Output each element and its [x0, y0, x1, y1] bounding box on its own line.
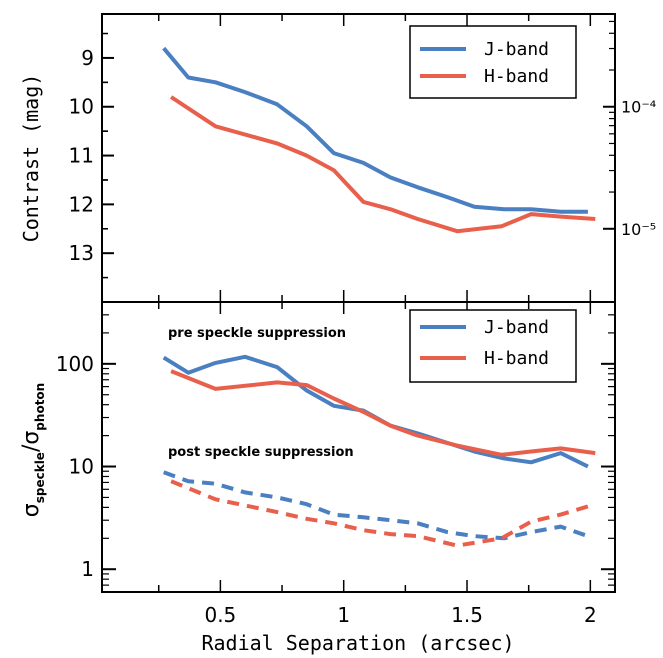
bottom-legend-h-label: H-band	[484, 348, 549, 369]
x-axis-label: Radial Separation (arcsec)	[201, 631, 514, 655]
top-legend-box	[409, 25, 577, 99]
top-axis-ticks: 9 10 11 12 13 10⁻⁴ 10⁻⁵	[69, 14, 656, 302]
bottom-axis-ticks: 1 10 100 0.5 1 1.5 2	[56, 302, 615, 627]
top-legend: J-band H-band	[409, 25, 577, 99]
bottom-series-1-solid	[170, 369, 596, 457]
bottom-series-2-dashed	[163, 470, 589, 541]
top-y-axis-label: Contrast (mag)	[19, 74, 43, 243]
x-tick-label: 2	[584, 603, 597, 627]
top-y-tick-label: 10	[69, 95, 94, 119]
bottom-series-3-dashed	[170, 479, 596, 548]
x-tick-label: 1.5	[451, 603, 483, 627]
bottom-series-lines	[162, 354, 596, 548]
top-series-lines	[162, 46, 596, 234]
top-y2-tick-label: 10⁻⁴	[621, 98, 656, 117]
annotation-post: post speckle suppression	[168, 445, 354, 460]
bottom-panel-frame	[101, 301, 616, 593]
x-tick-label: 1	[337, 603, 350, 627]
top-y-tick-label: 12	[69, 192, 94, 216]
top-legend-h-label: H-band	[484, 66, 549, 87]
x-tick-label: 0.5	[204, 603, 236, 627]
annotation-pre: pre speckle suppression	[168, 326, 346, 341]
top-legend-j-label: J-band	[484, 39, 549, 60]
bottom-legend-j-label: J-band	[484, 317, 549, 338]
top-y-tick-label: 11	[69, 144, 94, 168]
top-y-tick-label: 13	[69, 241, 94, 265]
top-series-1-solid	[169, 95, 596, 234]
bottom-legend-box	[409, 309, 577, 383]
bottom-y-tick-label: 10	[69, 455, 94, 479]
top-y2-tick-label: 10⁻⁵	[621, 220, 656, 239]
top-series-0-solid	[162, 46, 588, 214]
bottom-y-tick-label: 100	[56, 352, 94, 376]
bottom-legend: J-band H-band	[409, 309, 577, 383]
bottom-y-tick-label: 1	[81, 557, 94, 581]
bottom-y-axis-label: σspeckle/σphoton	[19, 383, 47, 517]
top-y-tick-label: 9	[81, 46, 94, 70]
